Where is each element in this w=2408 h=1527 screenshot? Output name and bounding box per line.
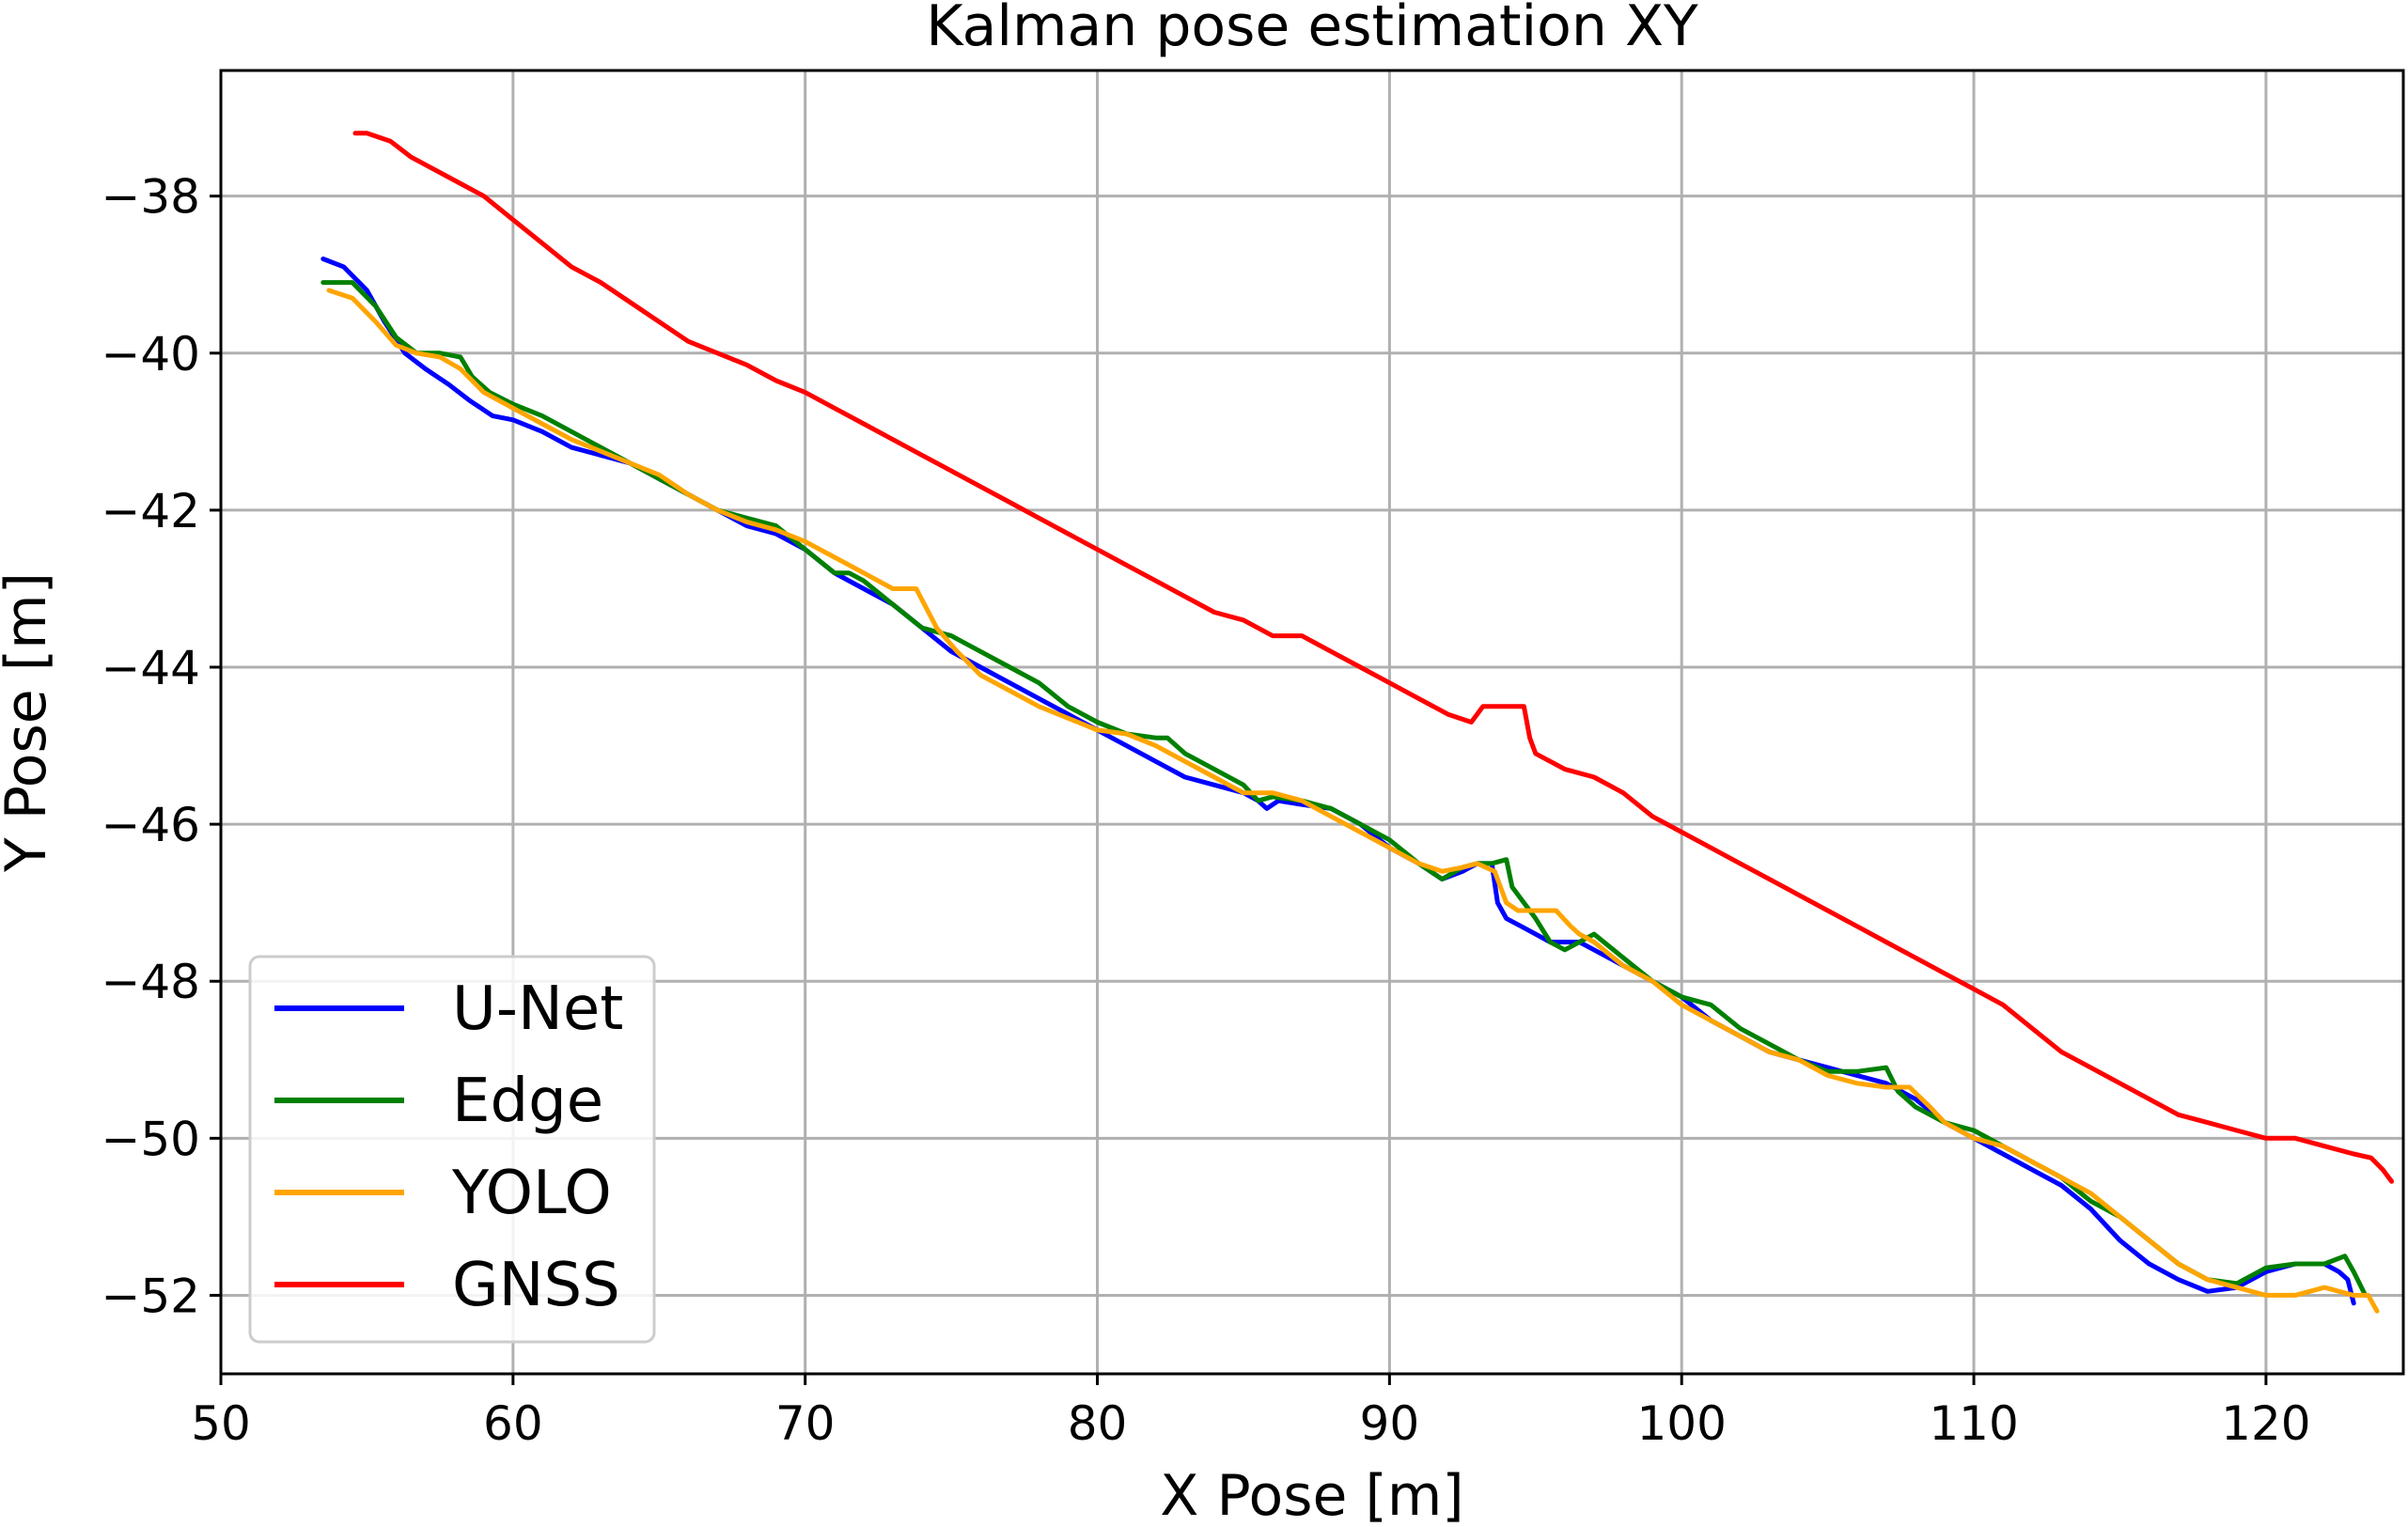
series-group <box>321 131 2395 1314</box>
plot-frame <box>219 69 2405 1376</box>
legend: U-Net Edge YOLO GNSS <box>248 955 656 1344</box>
x-tick-label: 80 <box>1068 1396 1128 1451</box>
series-line-gnss <box>352 131 2395 1184</box>
y-tick-label: −44 <box>101 641 200 695</box>
x-tick-label: 50 <box>191 1396 251 1451</box>
legend-label: YOLO <box>451 1159 612 1228</box>
y-tick-label: −50 <box>101 1112 200 1166</box>
x-tick-label: 110 <box>1929 1396 2018 1451</box>
y-tick-label: −48 <box>101 955 200 1009</box>
x-tick-label: 70 <box>775 1396 836 1451</box>
y-tick-label: −52 <box>101 1269 200 1323</box>
legend-label: Edge <box>452 1067 603 1136</box>
chart-title: Kalman pose estimation XY <box>926 0 1698 59</box>
series-line-yolo <box>326 288 2380 1314</box>
legend-label: GNSS <box>452 1251 620 1320</box>
y-tick-label: −38 <box>101 170 200 225</box>
x-tick-label: 90 <box>1360 1396 1420 1451</box>
y-tick-label: −40 <box>101 327 200 382</box>
y-tick-label: −42 <box>101 484 200 538</box>
x-tick-label: 60 <box>483 1396 543 1451</box>
grid <box>219 70 2403 1374</box>
legend-box <box>248 955 656 1344</box>
y-tick-label: −46 <box>101 798 200 852</box>
legend-label: U-Net <box>452 974 623 1044</box>
x-axis-title: X Pose [m] <box>1160 1463 1463 1527</box>
x-tick-label: 120 <box>2221 1396 2310 1451</box>
x-tick-label: 100 <box>1636 1396 1726 1451</box>
ticks: 50 60 70 80 90 100 110 120 −38 −40 −42 −44 −46 −48 −50… <box>101 170 2310 1451</box>
y-axis-title: Y Pose [m] <box>0 572 59 873</box>
